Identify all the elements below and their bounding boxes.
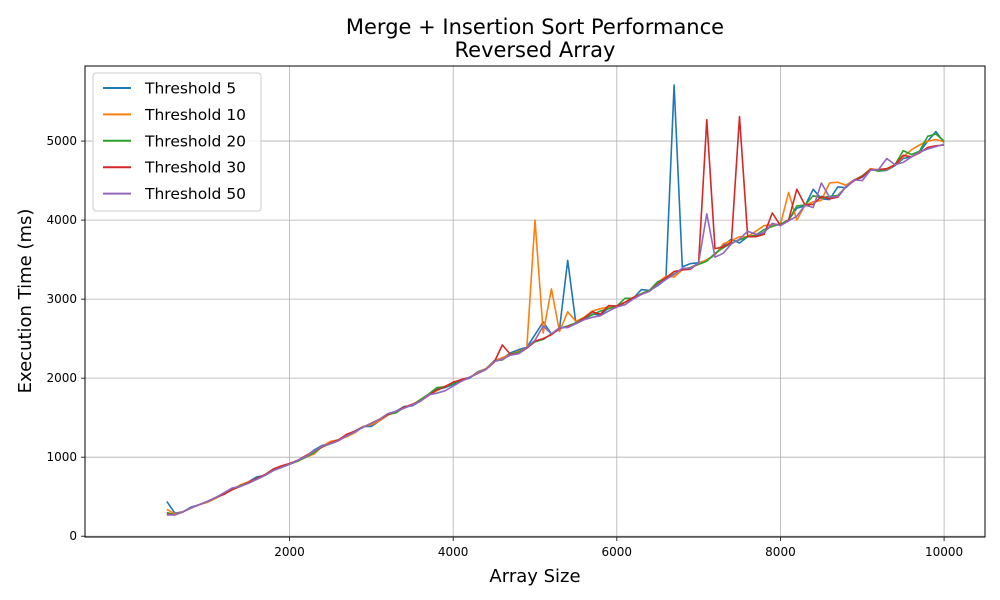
x-axis-label: Array Size [489, 566, 580, 587]
x-tick-label: 4000 [438, 545, 469, 559]
x-tick-label: 6000 [602, 545, 633, 559]
y-tick-label: 3000 [46, 292, 77, 306]
y-tick-label: 0 [69, 529, 77, 543]
y-tick-label: 1000 [46, 450, 77, 464]
legend-label: Threshold 50 [144, 185, 246, 203]
y-tick-label: 5000 [46, 134, 77, 148]
x-tick-label: 2000 [274, 545, 305, 559]
x-axis: 2000 4000 6000 8000 10000 [274, 537, 963, 559]
legend-label: Threshold 5 [144, 80, 236, 98]
chart-subtitle: Reversed Array [455, 38, 616, 62]
y-axis-label: Execution Time (ms) [15, 209, 36, 394]
legend-box [92, 72, 262, 212]
legend-label: Threshold 30 [144, 159, 246, 177]
y-axis: 0 1000 2000 3000 4000 5000 [46, 134, 85, 543]
x-tick-label: 8000 [765, 545, 796, 559]
legend-label: Threshold 10 [144, 106, 246, 124]
y-tick-label: 4000 [46, 213, 77, 227]
x-tick-label: 10000 [925, 545, 963, 559]
series-lines [166, 84, 945, 516]
legend: Threshold 5 Threshold 10 Threshold 20 Thres… [92, 72, 262, 212]
y-tick-label: 2000 [46, 371, 77, 385]
chart-title: Merge + Insertion Sort Performance [346, 15, 724, 39]
plot-frame [84, 65, 986, 538]
series-line-threshold-50 [166, 143, 945, 516]
legend-label: Threshold 20 [144, 132, 246, 150]
